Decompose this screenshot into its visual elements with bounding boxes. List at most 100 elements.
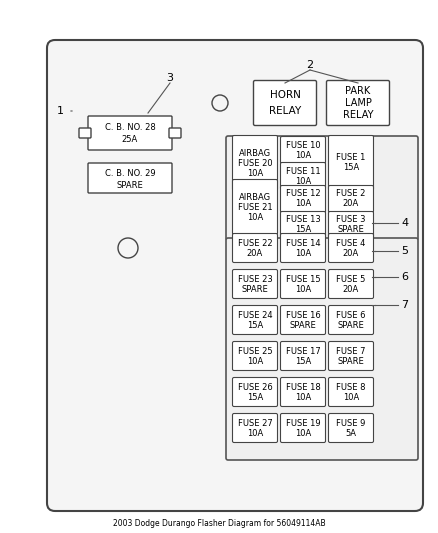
Text: 10A: 10A (247, 429, 263, 438)
FancyBboxPatch shape (169, 128, 181, 138)
Text: FUSE 27: FUSE 27 (238, 418, 272, 427)
Text: 15A: 15A (247, 320, 263, 329)
Text: SPARE: SPARE (242, 285, 268, 294)
Text: FUSE 13: FUSE 13 (286, 215, 320, 224)
Text: 5A: 5A (346, 429, 357, 438)
Text: 10A: 10A (247, 357, 263, 366)
Text: FUSE 24: FUSE 24 (238, 311, 272, 319)
FancyBboxPatch shape (328, 414, 374, 442)
FancyBboxPatch shape (233, 233, 278, 262)
Text: 10A: 10A (295, 199, 311, 208)
Text: SPARE: SPARE (338, 320, 364, 329)
Text: 7: 7 (402, 300, 409, 310)
Text: 10A: 10A (343, 392, 359, 401)
Text: 10A: 10A (295, 429, 311, 438)
FancyBboxPatch shape (233, 305, 278, 335)
Text: RELAY: RELAY (269, 107, 301, 116)
Text: 25A: 25A (122, 135, 138, 144)
Text: SPARE: SPARE (290, 320, 316, 329)
Text: C. B. NO. 28: C. B. NO. 28 (105, 124, 155, 133)
Text: 10A: 10A (295, 176, 311, 185)
FancyBboxPatch shape (328, 305, 374, 335)
FancyBboxPatch shape (254, 80, 317, 125)
Text: 6: 6 (402, 272, 409, 282)
Text: 10A: 10A (295, 150, 311, 159)
FancyBboxPatch shape (328, 233, 374, 262)
Text: FUSE 9: FUSE 9 (336, 418, 366, 427)
Text: FUSE 12: FUSE 12 (286, 190, 320, 198)
Text: SPARE: SPARE (117, 181, 143, 190)
Text: FUSE 19: FUSE 19 (286, 418, 320, 427)
Text: 15A: 15A (343, 164, 359, 173)
Text: FUSE 23: FUSE 23 (238, 274, 272, 284)
FancyBboxPatch shape (233, 342, 278, 370)
Text: PARK: PARK (346, 86, 371, 96)
Text: 10A: 10A (295, 248, 311, 257)
FancyBboxPatch shape (226, 238, 418, 460)
Text: FUSE 4: FUSE 4 (336, 238, 366, 247)
Text: 10A: 10A (247, 213, 263, 222)
FancyBboxPatch shape (226, 136, 418, 240)
FancyBboxPatch shape (233, 414, 278, 442)
FancyBboxPatch shape (280, 377, 325, 407)
FancyBboxPatch shape (328, 270, 374, 298)
Text: FUSE 20: FUSE 20 (238, 158, 272, 167)
Text: 15A: 15A (295, 225, 311, 235)
Text: 15A: 15A (295, 357, 311, 366)
FancyBboxPatch shape (280, 212, 325, 238)
FancyBboxPatch shape (328, 342, 374, 370)
Text: AIRBAG: AIRBAG (239, 192, 271, 201)
Text: FUSE 18: FUSE 18 (286, 383, 320, 392)
Text: 2003 Dodge Durango Flasher Diagram for 56049114AB: 2003 Dodge Durango Flasher Diagram for 5… (113, 519, 325, 528)
Text: 20A: 20A (343, 199, 359, 208)
Text: 10A: 10A (295, 285, 311, 294)
FancyBboxPatch shape (79, 128, 91, 138)
FancyBboxPatch shape (88, 163, 172, 193)
Text: FUSE 26: FUSE 26 (238, 383, 272, 392)
Text: 5: 5 (402, 246, 409, 256)
Text: HORN: HORN (269, 90, 300, 100)
Text: C. B. NO. 29: C. B. NO. 29 (105, 168, 155, 177)
Text: 1: 1 (57, 106, 64, 116)
Text: 15A: 15A (247, 392, 263, 401)
FancyBboxPatch shape (328, 377, 374, 407)
FancyBboxPatch shape (233, 270, 278, 298)
Text: 20A: 20A (343, 248, 359, 257)
Text: 10A: 10A (247, 168, 263, 177)
Text: SPARE: SPARE (338, 357, 364, 366)
Text: 20A: 20A (247, 248, 263, 257)
FancyBboxPatch shape (233, 377, 278, 407)
FancyBboxPatch shape (233, 180, 278, 235)
Text: 20A: 20A (343, 285, 359, 294)
FancyBboxPatch shape (328, 185, 374, 213)
FancyBboxPatch shape (280, 305, 325, 335)
Text: FUSE 15: FUSE 15 (286, 274, 320, 284)
Text: FUSE 7: FUSE 7 (336, 346, 366, 356)
FancyBboxPatch shape (233, 135, 278, 190)
Text: FUSE 5: FUSE 5 (336, 274, 366, 284)
FancyBboxPatch shape (280, 414, 325, 442)
FancyBboxPatch shape (88, 116, 172, 150)
Text: FUSE 14: FUSE 14 (286, 238, 320, 247)
Text: FUSE 16: FUSE 16 (286, 311, 320, 319)
Text: FUSE 11: FUSE 11 (286, 166, 320, 175)
Text: SPARE: SPARE (338, 225, 364, 235)
Text: FUSE 6: FUSE 6 (336, 311, 366, 319)
FancyBboxPatch shape (326, 80, 389, 125)
Text: FUSE 1: FUSE 1 (336, 154, 366, 163)
Text: FUSE 10: FUSE 10 (286, 141, 320, 149)
Text: 2: 2 (307, 60, 314, 70)
Text: FUSE 22: FUSE 22 (238, 238, 272, 247)
Text: LAMP: LAMP (345, 98, 371, 108)
Text: 10A: 10A (295, 392, 311, 401)
Text: 4: 4 (402, 218, 409, 228)
FancyBboxPatch shape (280, 163, 325, 190)
FancyBboxPatch shape (280, 342, 325, 370)
FancyBboxPatch shape (328, 135, 374, 190)
Text: AIRBAG: AIRBAG (239, 149, 271, 157)
Text: RELAY: RELAY (343, 110, 373, 120)
FancyBboxPatch shape (47, 40, 423, 511)
FancyBboxPatch shape (280, 185, 325, 213)
FancyBboxPatch shape (280, 233, 325, 262)
Text: FUSE 3: FUSE 3 (336, 215, 366, 224)
